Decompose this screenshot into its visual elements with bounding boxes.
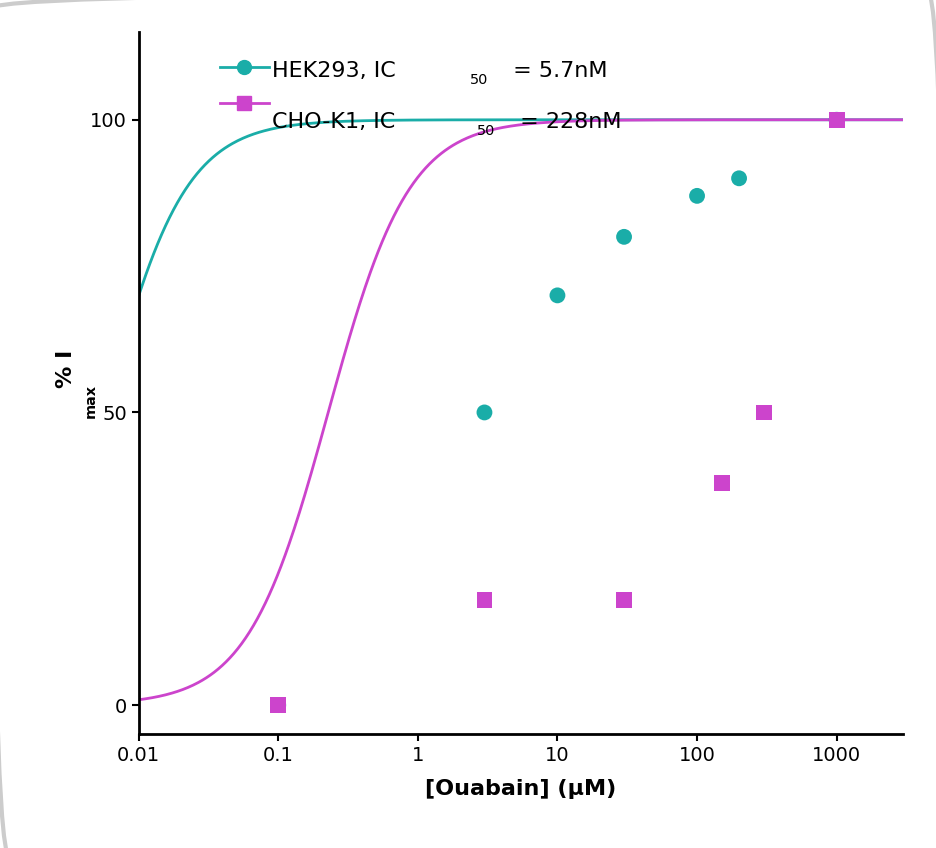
Point bbox=[828, 113, 843, 126]
Text: 50: 50 bbox=[476, 124, 495, 138]
Point bbox=[713, 476, 728, 489]
Point bbox=[549, 288, 564, 302]
Text: max: max bbox=[84, 384, 98, 418]
Text: 50: 50 bbox=[469, 73, 488, 86]
Point bbox=[755, 405, 770, 419]
Text: = 228nM: = 228nM bbox=[513, 112, 622, 132]
Point bbox=[476, 593, 491, 606]
Point bbox=[271, 699, 285, 712]
Legend: , : , bbox=[211, 50, 288, 124]
Point bbox=[731, 171, 746, 185]
X-axis label: [Ouabain] (μM): [Ouabain] (μM) bbox=[425, 779, 616, 799]
Point bbox=[271, 699, 285, 712]
Point bbox=[616, 230, 631, 243]
Text: CHO-K1, IC: CHO-K1, IC bbox=[272, 112, 395, 132]
Text: % I: % I bbox=[56, 350, 76, 388]
Point bbox=[616, 593, 631, 606]
Point bbox=[689, 189, 704, 203]
Point bbox=[828, 113, 843, 126]
Text: = 5.7nM: = 5.7nM bbox=[505, 60, 607, 81]
Point bbox=[476, 405, 491, 419]
Text: HEK293, IC: HEK293, IC bbox=[272, 60, 396, 81]
